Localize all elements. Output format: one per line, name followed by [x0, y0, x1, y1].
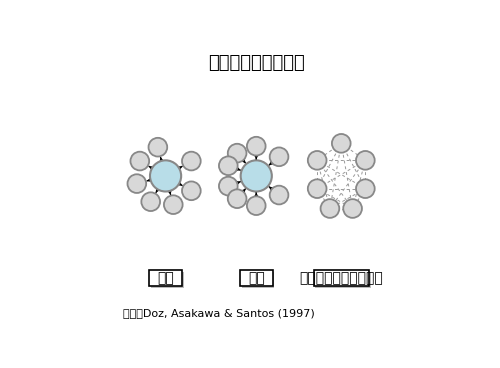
Ellipse shape — [219, 156, 238, 175]
Text: 知識の流れの方向性: 知識の流れの方向性 — [208, 54, 304, 72]
Ellipse shape — [182, 181, 201, 200]
Ellipse shape — [182, 152, 201, 170]
Ellipse shape — [142, 192, 160, 211]
FancyBboxPatch shape — [240, 270, 272, 286]
FancyBboxPatch shape — [242, 272, 274, 288]
Ellipse shape — [270, 148, 288, 166]
Text: オーケストレーション: オーケストレーション — [300, 271, 383, 285]
Ellipse shape — [240, 160, 272, 191]
Ellipse shape — [308, 179, 326, 198]
Text: 出典：Doz, Asakawa & Santos (1997): 出典：Doz, Asakawa & Santos (1997) — [123, 308, 315, 318]
Ellipse shape — [128, 174, 146, 193]
FancyBboxPatch shape — [316, 272, 370, 288]
Ellipse shape — [356, 179, 374, 198]
Ellipse shape — [219, 177, 238, 195]
Ellipse shape — [343, 199, 362, 218]
Ellipse shape — [228, 144, 246, 163]
FancyBboxPatch shape — [150, 270, 182, 286]
Ellipse shape — [228, 190, 246, 208]
Ellipse shape — [148, 138, 167, 156]
Ellipse shape — [270, 186, 288, 204]
Text: 遠心: 遠心 — [157, 271, 174, 285]
FancyBboxPatch shape — [314, 270, 369, 286]
Ellipse shape — [332, 134, 350, 153]
Ellipse shape — [164, 195, 182, 214]
Ellipse shape — [247, 137, 266, 156]
Ellipse shape — [247, 196, 266, 215]
Ellipse shape — [320, 199, 340, 218]
Text: 求心: 求心 — [248, 271, 264, 285]
Ellipse shape — [308, 151, 326, 170]
FancyBboxPatch shape — [151, 272, 184, 288]
Ellipse shape — [150, 160, 181, 191]
Ellipse shape — [130, 152, 149, 170]
Ellipse shape — [356, 151, 374, 170]
